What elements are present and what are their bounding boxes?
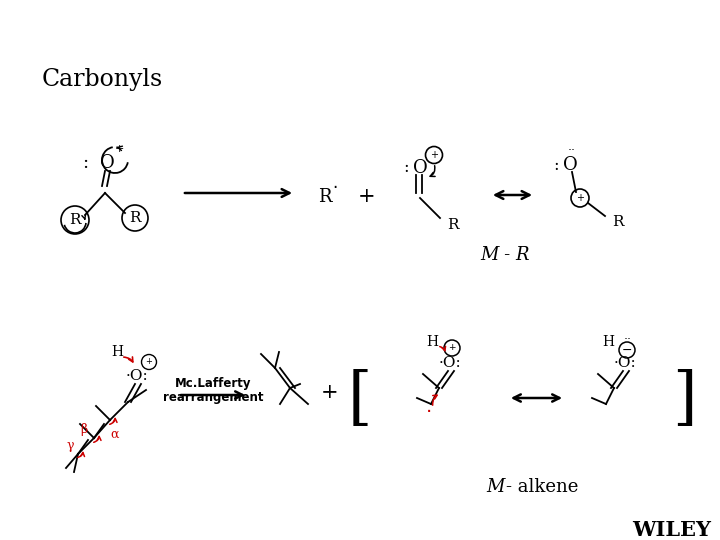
Text: H: H (426, 335, 438, 349)
Text: +: + (145, 357, 153, 367)
Text: - alkene: - alkene (506, 478, 578, 496)
Text: H: H (602, 335, 614, 349)
Text: +: + (358, 187, 376, 206)
Text: ·O:: ·O: (613, 356, 636, 370)
Text: [: [ (348, 369, 372, 430)
Text: ·O:: ·O: (438, 356, 462, 370)
Text: rearrangement: rearrangement (163, 390, 264, 403)
Text: :: : (403, 159, 409, 177)
Text: ·: · (332, 179, 337, 197)
Text: Mc.Lafferty: Mc.Lafferty (175, 376, 251, 389)
Text: Carbonyls: Carbonyls (42, 68, 163, 91)
Text: H: H (111, 345, 123, 359)
Text: ·O:: ·O: (125, 369, 148, 383)
Text: ··: ·· (624, 334, 632, 347)
Text: ]: ] (672, 369, 697, 430)
Text: R: R (130, 211, 140, 225)
Text: M: M (487, 478, 505, 496)
Text: O: O (562, 156, 577, 174)
Text: ·: · (426, 402, 432, 422)
Text: O: O (99, 154, 114, 172)
Text: α: α (111, 428, 120, 441)
Text: +: + (114, 144, 124, 154)
Text: +: + (576, 193, 584, 203)
Text: γ: γ (66, 440, 73, 453)
Text: +: + (430, 150, 438, 160)
Text: :: : (553, 157, 559, 173)
Text: R: R (318, 188, 331, 206)
Text: +: + (321, 383, 339, 402)
Text: β: β (81, 423, 88, 436)
Text: R: R (612, 215, 624, 229)
Text: −: − (622, 343, 632, 356)
Text: +: + (449, 343, 456, 353)
Text: WILEY: WILEY (632, 520, 711, 540)
Text: M - R: M - R (480, 246, 530, 264)
Text: R: R (69, 213, 81, 227)
Text: R: R (447, 218, 459, 232)
Text: O: O (413, 159, 428, 177)
Text: ··: ·· (568, 145, 576, 158)
Text: :: : (82, 154, 88, 172)
